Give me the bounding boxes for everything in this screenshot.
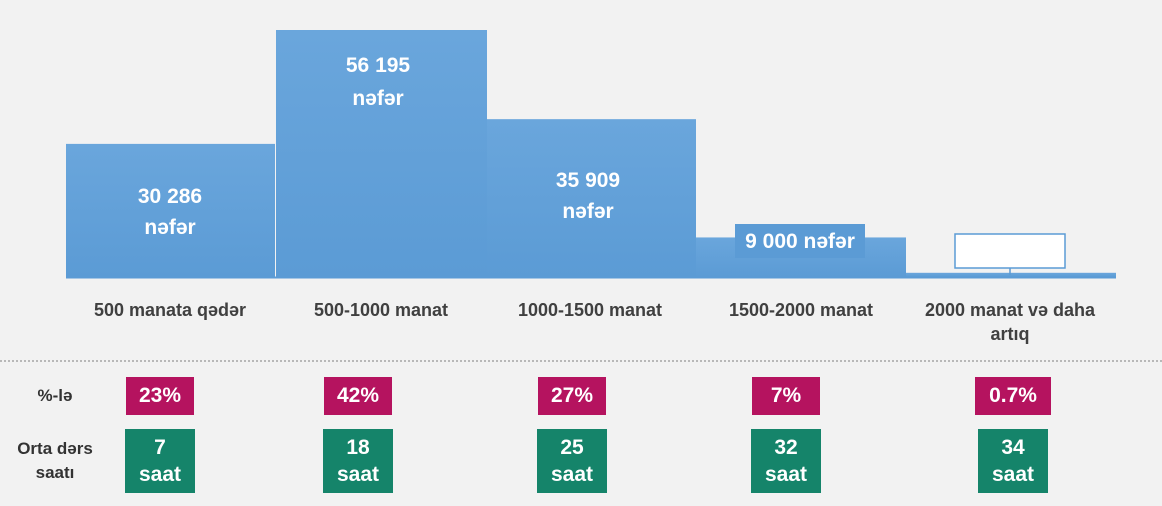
bar-chart: 30 286 nəfər 56 195 nəfər 35 909 nəfər 9 000 n… bbox=[66, 30, 1116, 279]
percent-badge-2: 42% bbox=[324, 377, 392, 415]
hours-row-label-line1: Orta dərs bbox=[17, 439, 93, 458]
data-label-box-4 bbox=[735, 224, 865, 258]
percent-badge-5: 0.7% bbox=[975, 377, 1051, 415]
data-label-4-line-1: 9 000 nəfər bbox=[745, 230, 855, 253]
hours-row-label: Orta dərs saatı bbox=[0, 437, 110, 485]
percent-badge-3: 27% bbox=[538, 377, 606, 415]
data-label-1-line-1: 30 286 bbox=[138, 185, 202, 208]
bar-2 bbox=[276, 30, 487, 277]
category-label-3: 1000-1500 manat bbox=[517, 300, 663, 320]
data-label-3-line-2: nəfər bbox=[562, 200, 613, 223]
bar-3 bbox=[487, 119, 696, 278]
hours-badge-2-line-1: 18 bbox=[346, 436, 370, 459]
category-label-5: 2000 manat və daha artıq bbox=[924, 300, 1096, 344]
bar-5 bbox=[906, 272, 1116, 277]
hours-badge-1-line-2: saat bbox=[138, 463, 182, 486]
hours-badge-5-line-2: saat bbox=[991, 463, 1035, 486]
hours-badge-1: 7 saat bbox=[125, 429, 195, 493]
percent-row-label: %-lə bbox=[37, 386, 73, 405]
hours-badge-2: 18 saat bbox=[323, 429, 393, 493]
hours-row-label-line2: saatı bbox=[35, 463, 75, 482]
hours-badge-3-line-2: saat bbox=[550, 463, 594, 486]
percent-badge-1: 23% bbox=[126, 377, 194, 415]
hours-badge-4-line-2: saat bbox=[764, 463, 808, 486]
divider-line bbox=[0, 360, 1162, 362]
data-label-1-line-2: nəfər bbox=[144, 216, 195, 239]
hours-badge-1-line-1: 7 bbox=[154, 436, 166, 459]
data-label-5-line-1: 957 nəfər bbox=[964, 240, 1056, 263]
data-label-3-line-1: 35 909 bbox=[556, 169, 620, 192]
hours-badge-5: 34 saat bbox=[978, 429, 1048, 493]
data-label-2-line-1: 56 195 bbox=[346, 54, 411, 77]
hours-badge-4-line-1: 32 bbox=[774, 436, 798, 459]
data-label-box-5 bbox=[954, 233, 1066, 269]
hours-badge-3: 25 saat bbox=[537, 429, 607, 493]
hours-badge-2-line-2: saat bbox=[336, 463, 380, 486]
category-label-1: 500 manata qədər bbox=[93, 300, 247, 320]
hours-badge-5-line-1: 34 bbox=[1001, 436, 1025, 459]
bar-1 bbox=[66, 143, 275, 277]
category-label-4: 1500-2000 manat bbox=[728, 300, 874, 320]
category-label-2: 500-1000 manat bbox=[313, 300, 449, 320]
percent-badge-4: 7% bbox=[752, 377, 820, 415]
data-label-2-line-2: nəfər bbox=[352, 87, 403, 110]
hours-badge-4: 32 saat bbox=[751, 429, 821, 493]
hours-badge-3-line-1: 25 bbox=[560, 436, 584, 459]
